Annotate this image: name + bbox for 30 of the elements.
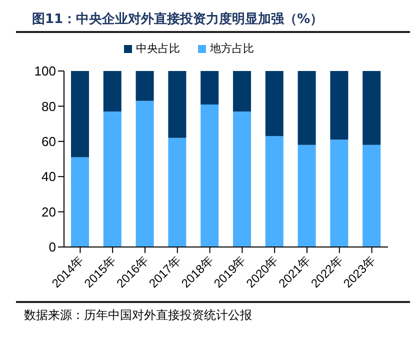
bar — [298, 71, 316, 145]
bar — [265, 71, 284, 136]
y-tick-label: 40 — [42, 169, 56, 184]
bar — [71, 71, 89, 158]
bar — [265, 136, 284, 247]
bar — [200, 104, 219, 247]
bar — [136, 100, 154, 247]
legend-label: 地方占比 — [210, 42, 254, 55]
bar — [330, 140, 348, 247]
chart-title: 图11：中央企业对外直接投资力度明显加强（%） — [16, 0, 410, 33]
bar — [298, 144, 316, 247]
bar — [233, 71, 251, 112]
bar — [103, 71, 122, 112]
bar — [168, 71, 186, 138]
bar — [136, 71, 154, 101]
bar — [362, 144, 381, 247]
source-note: 数据来源：历年中国对外直接投资统计公报 — [24, 307, 253, 324]
bar — [233, 111, 251, 247]
y-tick-label: 0 — [48, 240, 56, 255]
y-tick-label: 100 — [34, 64, 56, 79]
bar — [168, 138, 186, 247]
bar — [103, 111, 122, 247]
y-tick-label: 80 — [42, 98, 56, 114]
legend-label: 中央占比 — [136, 42, 180, 55]
bar — [362, 71, 381, 145]
bar — [330, 71, 348, 140]
y-tick-label: 60 — [42, 134, 56, 150]
bar — [71, 157, 89, 247]
bar — [200, 71, 219, 104]
y-tick-label: 20 — [42, 204, 56, 220]
